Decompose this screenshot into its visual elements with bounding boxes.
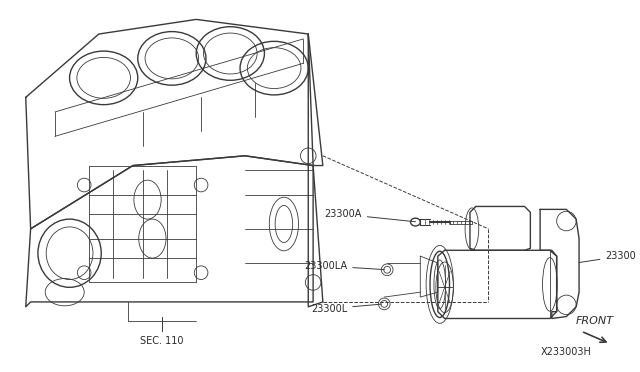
Text: SEC. 110: SEC. 110 (140, 336, 184, 346)
Text: FRONT: FRONT (576, 316, 614, 326)
Text: 23300L: 23300L (311, 304, 381, 314)
Text: 23300A: 23300A (324, 209, 415, 222)
Text: X233003H: X233003H (541, 347, 592, 357)
Text: 23300LA: 23300LA (304, 261, 385, 271)
Text: 23300: 23300 (579, 251, 636, 263)
